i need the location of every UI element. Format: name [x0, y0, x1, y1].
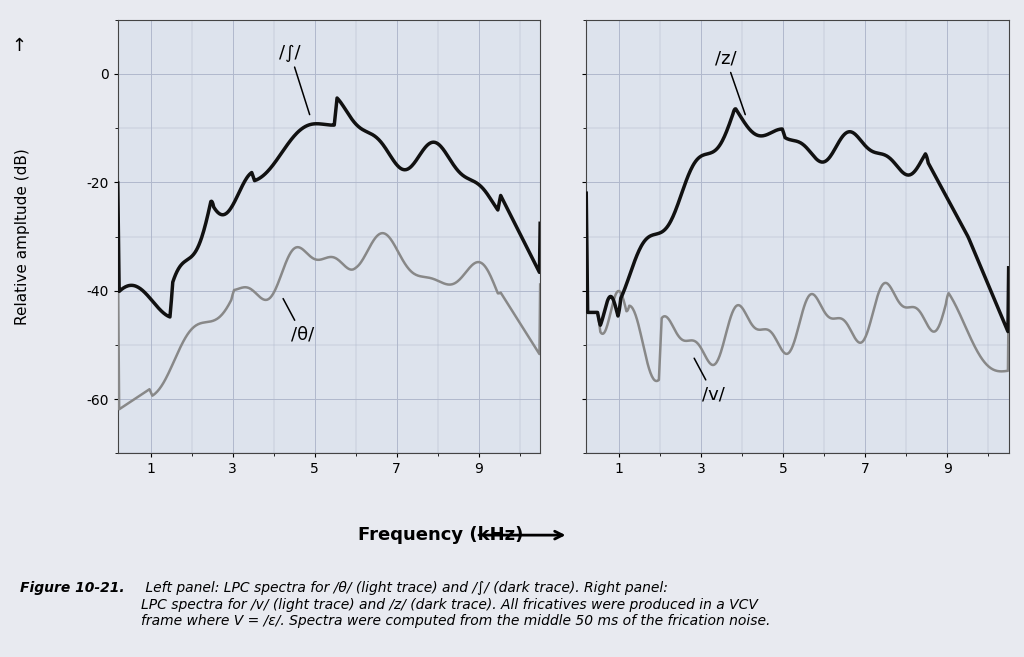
Text: /∫/: /∫/: [280, 43, 309, 114]
Text: Left panel: LPC spectra for /θ/ (light trace) and /∫/ (dark trace). Right panel:: Left panel: LPC spectra for /θ/ (light t…: [141, 581, 771, 628]
Text: /v/: /v/: [694, 358, 725, 403]
Text: Figure 10-21.: Figure 10-21.: [20, 581, 125, 595]
Text: Frequency (kHz): Frequency (kHz): [357, 526, 523, 545]
Text: /z/: /z/: [715, 49, 745, 115]
Text: Relative ampltude (dB): Relative ampltude (dB): [15, 148, 30, 325]
Text: ↑: ↑: [11, 37, 26, 55]
Text: /θ/: /θ/: [283, 298, 314, 344]
